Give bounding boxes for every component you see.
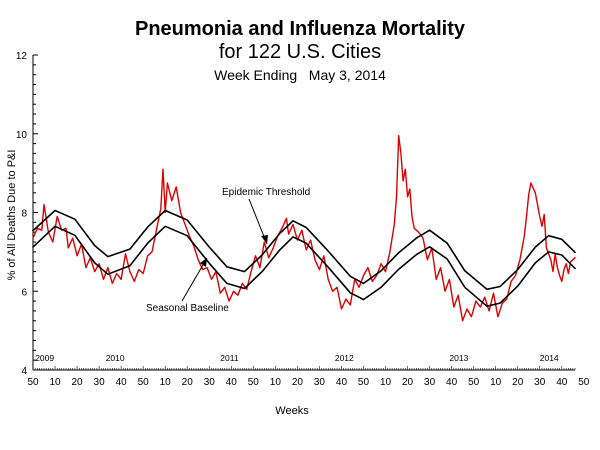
x-tick-label: 40 [556, 377, 568, 388]
x-tick-label: 30 [314, 377, 326, 388]
axes: 4 6 8 10 12 50 10 20 30 40 50 10 20 30 40 50 10 20 30 40 50 1… [16, 51, 590, 388]
x-tick-label: 20 [402, 377, 414, 388]
series-line-pi-mortality [32, 134, 576, 322]
x-tick-label: 40 [446, 377, 458, 388]
x-tick-label: 30 [534, 377, 546, 388]
chart-subtitle: for 122 U.S. Cities [218, 41, 382, 63]
series-line-epidemic-threshold [32, 209, 576, 291]
annotation-threshold-arrowhead [261, 235, 268, 244]
x-tick-label: 40 [116, 377, 128, 388]
x-tick-label: 30 [94, 377, 106, 388]
x-tick-label: 10 [49, 377, 61, 388]
x-tick-label: 10 [160, 377, 172, 388]
year-label: 2013 [449, 353, 468, 363]
year-label: 2014 [540, 353, 559, 363]
series-layer [32, 134, 576, 322]
series-line-seasonal-baseline [32, 225, 576, 308]
x-tick-label: 50 [138, 377, 150, 388]
annotation-seasonal-baseline: Seasonal Baseline [146, 303, 229, 314]
week-ending-label: Week Ending May 3, 2014 [214, 67, 386, 83]
x-tick-label: 50 [27, 377, 39, 388]
y-tick-label: 10 [16, 130, 28, 141]
x-tick-label: 10 [380, 377, 392, 388]
year-label: 2011 [220, 353, 239, 363]
x-tick-label: 10 [270, 377, 282, 388]
x-tick-label: 50 [468, 377, 480, 388]
x-tick-label: 20 [72, 377, 84, 388]
x-tick-label: 20 [512, 377, 524, 388]
y-tick-label: 4 [21, 366, 27, 377]
y-tick-label: 6 [21, 287, 27, 298]
x-tick-label: 30 [424, 377, 436, 388]
annotation-baseline-arrowhead [200, 258, 207, 267]
year-label: 2009 [35, 353, 54, 363]
x-tick-label: 10 [490, 377, 502, 388]
x-tick-label: 50 [578, 377, 590, 388]
y-tick-label: 8 [21, 209, 27, 220]
y-tick-label: 12 [16, 51, 28, 62]
annotation-epidemic-threshold: Epidemic Threshold [222, 187, 310, 198]
annotations: Epidemic Threshold Seasonal Baseline [146, 187, 310, 314]
x-tick-label: 30 [204, 377, 216, 388]
chart-title: Pneumonia and Influenza Mortality [134, 18, 466, 40]
year-label: 2010 [106, 353, 125, 363]
x-tick-label: 20 [292, 377, 304, 388]
x-tick-label: 20 [182, 377, 194, 388]
y-axis-title: % of All Deaths Due to P&I [6, 150, 18, 281]
x-tick-label: 50 [358, 377, 370, 388]
x-axis-title: Weeks [275, 405, 309, 417]
year-label: 2012 [335, 353, 354, 363]
x-tick-label: 40 [226, 377, 238, 388]
x-tick-label: 50 [248, 377, 260, 388]
annotation-baseline-arrow [181, 257, 208, 302]
x-tick-label: 40 [336, 377, 348, 388]
